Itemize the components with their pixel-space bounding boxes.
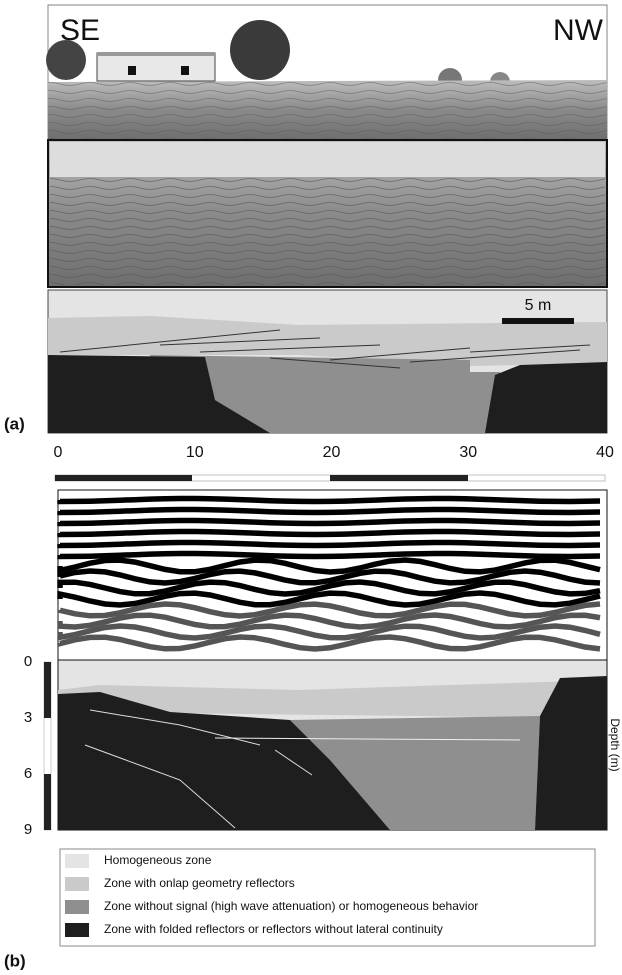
reflector <box>57 601 601 619</box>
reflector <box>57 557 601 575</box>
distance-tick-label: 40 <box>596 444 614 461</box>
reflector <box>57 568 601 586</box>
distance-tick-label: 20 <box>323 444 341 461</box>
scale-bar-label: 5 m <box>525 297 552 314</box>
interpretation-a <box>47 289 608 434</box>
legend-label: Zone without signal (high wave attenuati… <box>104 899 478 913</box>
legend-swatch <box>65 923 89 937</box>
reflector <box>57 539 601 549</box>
reflector <box>57 612 601 630</box>
reflector <box>57 590 601 608</box>
interpretation-b <box>57 659 608 831</box>
legend-label: Homogeneous zone <box>104 853 212 867</box>
depth-tick-label: 0 <box>24 653 32 670</box>
legend-label: Zone with onlap geometry reflectors <box>104 876 295 890</box>
legend-box <box>59 848 596 947</box>
radargram <box>57 489 608 661</box>
legend-swatch <box>65 854 89 868</box>
legend-swatch <box>65 877 89 891</box>
legend-label: Zone with folded reflectors or reflector… <box>104 922 443 936</box>
reflector <box>57 517 601 527</box>
distance-tick-label: 30 <box>459 444 477 461</box>
depth-tick-label: 6 <box>24 765 32 782</box>
reflector <box>57 579 601 597</box>
depth-axis-label: Depth (m) <box>608 718 622 771</box>
panel-label: (b) <box>4 951 26 970</box>
reflector <box>57 495 601 505</box>
reflector <box>57 623 601 641</box>
distance-tick-label: 0 <box>54 444 63 461</box>
legend-swatch <box>65 900 89 914</box>
photo-outcrop <box>46 4 608 288</box>
depth-tick-label: 9 <box>24 821 32 838</box>
depth-tick-label: 3 <box>24 709 32 726</box>
panel-label: (a) <box>4 414 25 433</box>
reflector <box>57 506 601 516</box>
depth-bar <box>43 661 52 831</box>
distance-bar <box>54 474 606 482</box>
direction-se: SE <box>60 14 100 47</box>
distance-tick-label: 10 <box>186 444 204 461</box>
direction-nw: NW <box>553 14 604 47</box>
reflector <box>57 528 601 538</box>
reflector <box>57 550 601 560</box>
reflector <box>57 634 601 652</box>
